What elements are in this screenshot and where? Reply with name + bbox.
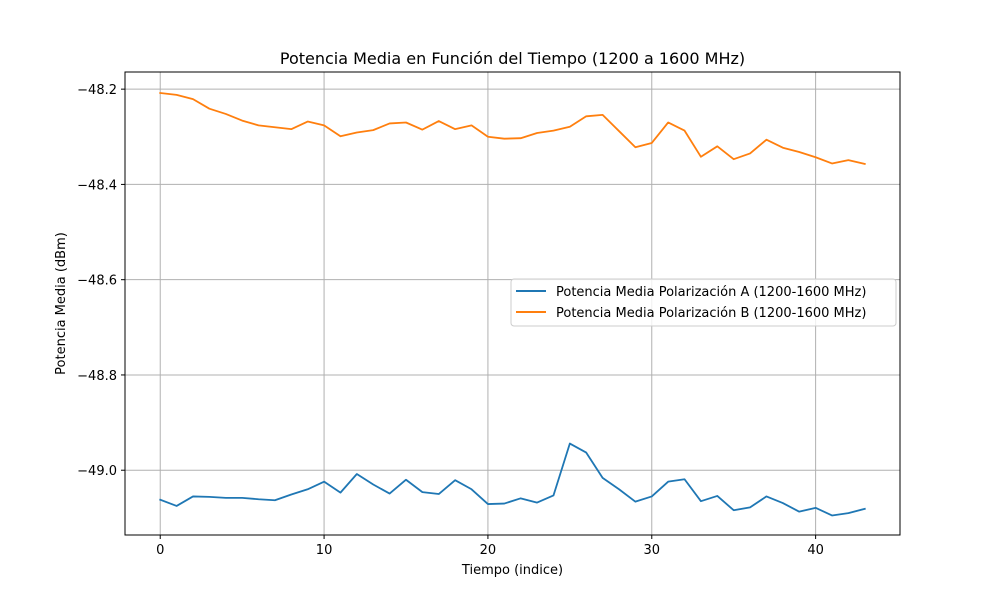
x-tick-label: 30: [643, 543, 660, 558]
y-tick-label: −48.8: [77, 369, 117, 384]
y-axis-label: Potencia Media (dBm): [54, 232, 69, 375]
legend: Potencia Media Polarización A (1200-1600…: [510, 278, 897, 327]
series-line-b: [159, 91, 866, 166]
x-tick-label: 20: [480, 543, 497, 558]
axis-ticks: 0 10 20 30 40 −49.0 −48.8 −48.6 −48.4 −48.2: [77, 83, 824, 558]
x-tick-label: 10: [316, 543, 333, 558]
plot-frame: [124, 71, 901, 536]
legend-label-series-a: Potencia Media Polarización A (1200-1600…: [556, 285, 866, 300]
y-tick-label: −48.2: [77, 83, 117, 98]
x-axis-label: Tiempo (indice): [461, 563, 563, 578]
y-tick-label: −48.4: [77, 178, 117, 193]
y-tick-label: −49.0: [77, 464, 117, 479]
y-tick-label: −48.6: [77, 274, 117, 289]
x-tick-label: 0: [156, 543, 164, 558]
legend-box: [510, 278, 897, 327]
chart-title: Potencia Media en Función del Tiempo (12…: [280, 49, 745, 68]
legend-label-series-b: Potencia Media Polarización B (1200-1600…: [556, 306, 866, 321]
x-tick-label: 40: [807, 543, 824, 558]
series-line-a: [159, 442, 866, 517]
series-layer: [159, 91, 866, 517]
